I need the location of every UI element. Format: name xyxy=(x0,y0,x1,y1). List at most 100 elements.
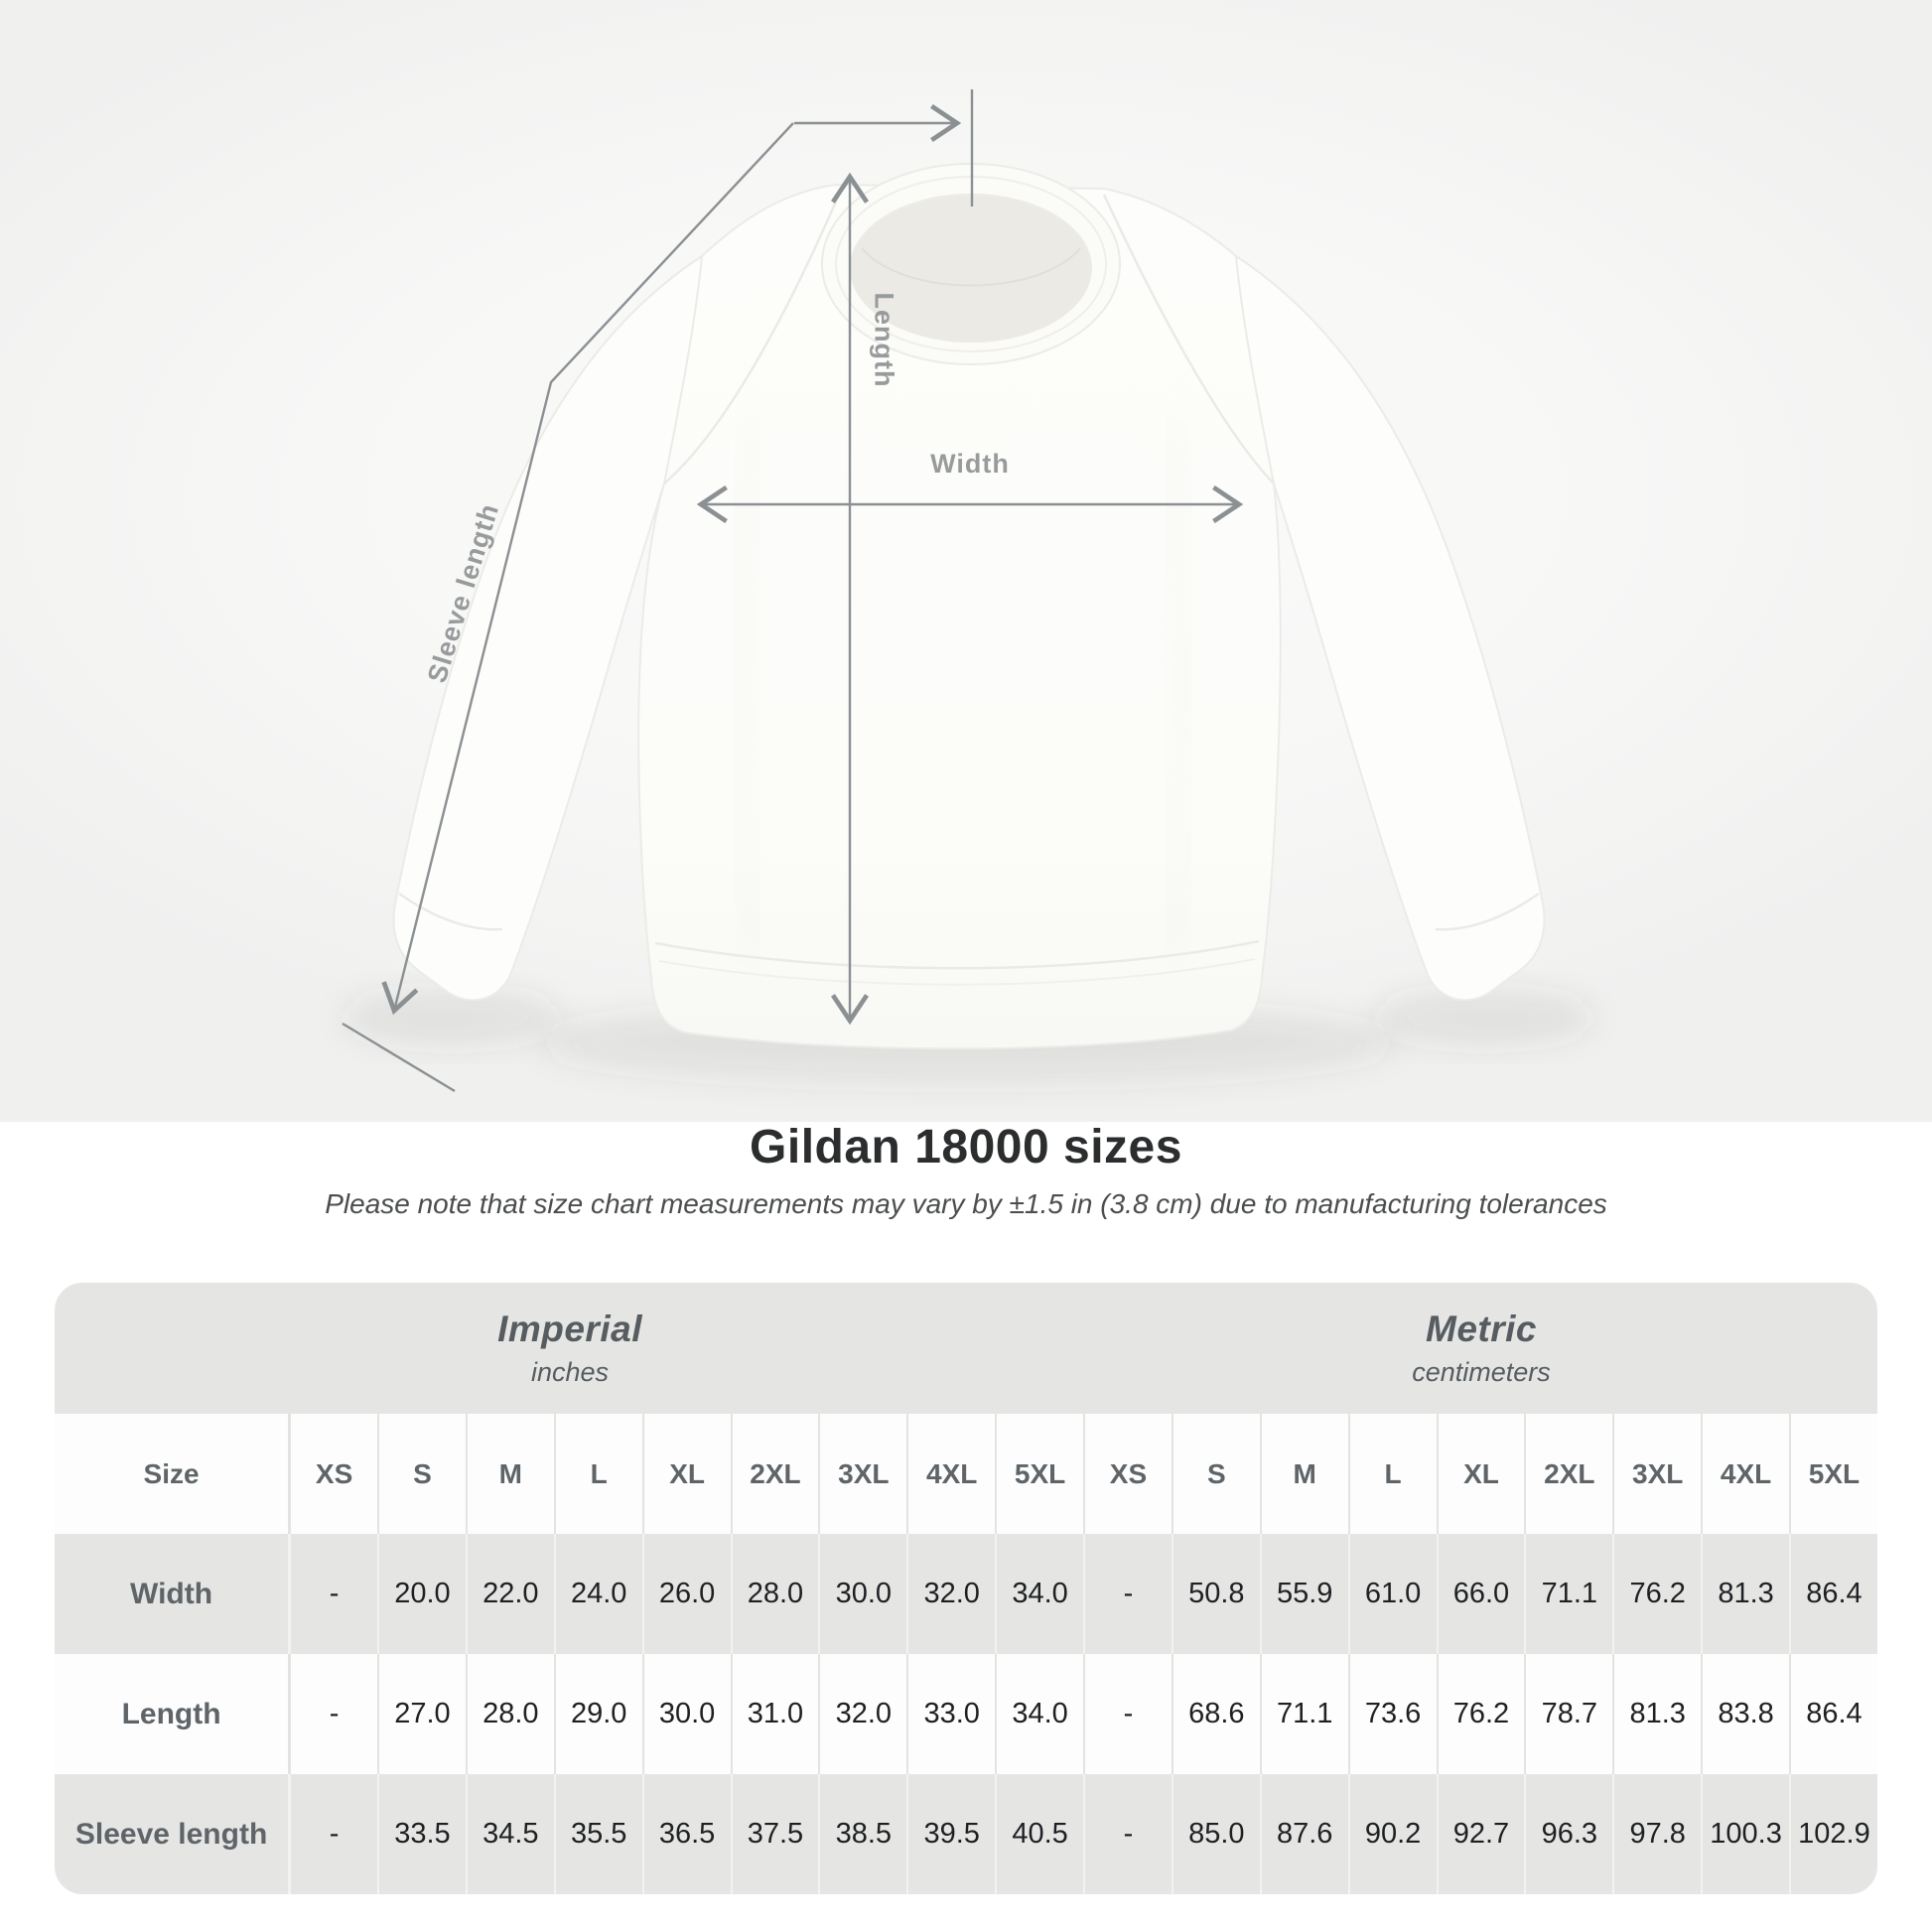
value-cell: 102.9 xyxy=(1789,1774,1877,1894)
metric-label: Metric xyxy=(1426,1309,1538,1349)
value-cell: 26.0 xyxy=(641,1534,731,1654)
size-header-cell: 3XL xyxy=(1612,1414,1701,1534)
value-cell: 87.6 xyxy=(1259,1774,1348,1894)
page-title: Gildan 18000 sizes xyxy=(750,1121,1182,1173)
value-cell: 92.7 xyxy=(1436,1774,1525,1894)
value-cell: 32.0 xyxy=(906,1534,995,1654)
value-cell: - xyxy=(288,1534,377,1654)
value-cell: 34.0 xyxy=(995,1654,1083,1774)
row-label-cell: Length xyxy=(121,1697,221,1730)
value-cell: 76.2 xyxy=(1436,1654,1525,1774)
table-row: Length -27.0 28.0 29.0 30.0 31.0 32.0 33.0 34.0-… xyxy=(55,1654,1877,1774)
value-cell: 32.0 xyxy=(818,1654,906,1774)
value-cell: 34.5 xyxy=(465,1774,554,1894)
size-header-cell: L xyxy=(1347,1414,1437,1534)
size-header-cell: M xyxy=(465,1414,554,1534)
size-column-header: Size xyxy=(143,1457,200,1489)
value-cell: 81.3 xyxy=(1612,1654,1701,1774)
sleeve-length-arrow xyxy=(381,122,794,1016)
value-cell: 39.5 xyxy=(906,1774,995,1894)
size-header-cell: S xyxy=(1171,1414,1260,1534)
imperial-units: inches xyxy=(531,1357,610,1387)
value-cell: - xyxy=(1083,1654,1172,1774)
value-cell: 30.0 xyxy=(641,1654,731,1774)
value-cell: - xyxy=(1083,1774,1172,1894)
size-header-cell: XS xyxy=(288,1414,377,1534)
value-cell: 71.1 xyxy=(1259,1654,1348,1774)
value-cell: 86.4 xyxy=(1789,1654,1877,1774)
row-label-cell: Sleeve length xyxy=(74,1817,268,1851)
value-cell: 86.4 xyxy=(1789,1534,1877,1654)
length-label: Length xyxy=(869,292,899,388)
size-header-cell: S xyxy=(377,1414,466,1534)
value-cell: 71.1 xyxy=(1524,1534,1612,1654)
imperial-label: Imperial xyxy=(497,1309,642,1349)
unit-header-band: Imperial inches Metric centimeters xyxy=(55,1283,1877,1414)
size-header-cell: 3XL xyxy=(818,1414,906,1534)
value-cell: 22.0 xyxy=(465,1534,554,1654)
value-cell: 36.5 xyxy=(641,1774,731,1894)
value-cell: 100.3 xyxy=(1701,1774,1789,1894)
heading-block: Gildan 18000 sizes Please note that size… xyxy=(0,1120,1932,1220)
value-cell: 38.5 xyxy=(818,1774,906,1894)
size-header-cell: XS xyxy=(1083,1414,1172,1534)
value-cell: 97.8 xyxy=(1612,1774,1701,1894)
size-header-cell: 2XL xyxy=(1524,1414,1612,1534)
value-cell: 50.8 xyxy=(1171,1534,1260,1654)
size-header-cell: L xyxy=(553,1414,642,1534)
value-cell: 55.9 xyxy=(1259,1534,1348,1654)
value-cell: 29.0 xyxy=(553,1654,642,1774)
value-cell: 66.0 xyxy=(1436,1534,1525,1654)
value-cell: - xyxy=(288,1654,377,1774)
size-header-cell: 5XL xyxy=(1789,1414,1877,1534)
measurement-arrows xyxy=(342,89,1244,1093)
size-header-cell: XL xyxy=(641,1414,731,1534)
value-cell: 33.0 xyxy=(906,1654,995,1774)
value-cell: 85.0 xyxy=(1171,1774,1260,1894)
value-cell: 37.5 xyxy=(730,1774,819,1894)
value-cell: 20.0 xyxy=(377,1534,466,1654)
value-cell: 90.2 xyxy=(1347,1774,1437,1894)
value-cell: 76.2 xyxy=(1612,1534,1701,1654)
table-row: Sleeve length -33.5 34.5 35.5 36.5 37.5 38.5 39… xyxy=(55,1774,1877,1894)
value-cell: 40.5 xyxy=(995,1774,1083,1894)
value-cell: 81.3 xyxy=(1701,1534,1789,1654)
sweatshirt-illustration xyxy=(343,163,1593,1082)
row-label-cell: Width xyxy=(130,1577,213,1610)
value-cell: 96.3 xyxy=(1524,1774,1612,1894)
tolerance-note: Please note that size chart measurements… xyxy=(325,1188,1607,1219)
size-header-cell: M xyxy=(1259,1414,1348,1534)
size-table-body: Size XS S M L XL 2XL 3XL 4XL 5XL XS S M L XL 2XL 3XL 4XL 5… xyxy=(55,1414,1877,1894)
width-label: Width xyxy=(930,449,1010,479)
value-cell: 33.5 xyxy=(377,1774,466,1894)
metric-units: centimeters xyxy=(1412,1357,1551,1387)
value-cell: 73.6 xyxy=(1347,1654,1437,1774)
value-cell: 78.7 xyxy=(1524,1654,1612,1774)
table-row: Width -20.0 22.0 24.0 26.0 28.0 30.0 32.0 34.0-5… xyxy=(55,1534,1877,1654)
metric-header: Metric centimeters xyxy=(1085,1283,1877,1414)
table-row: Size XS S M L XL 2XL 3XL 4XL 5XL XS S M L XL 2XL 3XL 4XL 5… xyxy=(55,1414,1877,1534)
value-cell: 28.0 xyxy=(730,1534,819,1654)
imperial-header: Imperial inches xyxy=(55,1283,1085,1414)
size-header-cell: XL xyxy=(1436,1414,1525,1534)
value-cell: - xyxy=(288,1774,377,1894)
value-cell: 83.8 xyxy=(1701,1654,1789,1774)
value-cell: 68.6 xyxy=(1171,1654,1260,1774)
sleeve-end-tick xyxy=(342,1022,456,1093)
size-table: Imperial inches Metric centimeters Size X… xyxy=(55,1283,1877,1894)
product-photo: Length Width Sleeve length xyxy=(0,0,1932,1122)
size-header-cell: 4XL xyxy=(1701,1414,1789,1534)
value-cell: 34.0 xyxy=(995,1534,1083,1654)
value-cell: 61.0 xyxy=(1347,1534,1437,1654)
size-header-cell: 2XL xyxy=(730,1414,819,1534)
value-cell: - xyxy=(1083,1534,1172,1654)
size-header-cell: 4XL xyxy=(906,1414,995,1534)
value-cell: 30.0 xyxy=(818,1534,906,1654)
size-header-cell: 5XL xyxy=(995,1414,1083,1534)
value-cell: 27.0 xyxy=(377,1654,466,1774)
value-cell: 24.0 xyxy=(553,1534,642,1654)
value-cell: 31.0 xyxy=(730,1654,819,1774)
value-cell: 28.0 xyxy=(465,1654,554,1774)
value-cell: 35.5 xyxy=(553,1774,642,1894)
